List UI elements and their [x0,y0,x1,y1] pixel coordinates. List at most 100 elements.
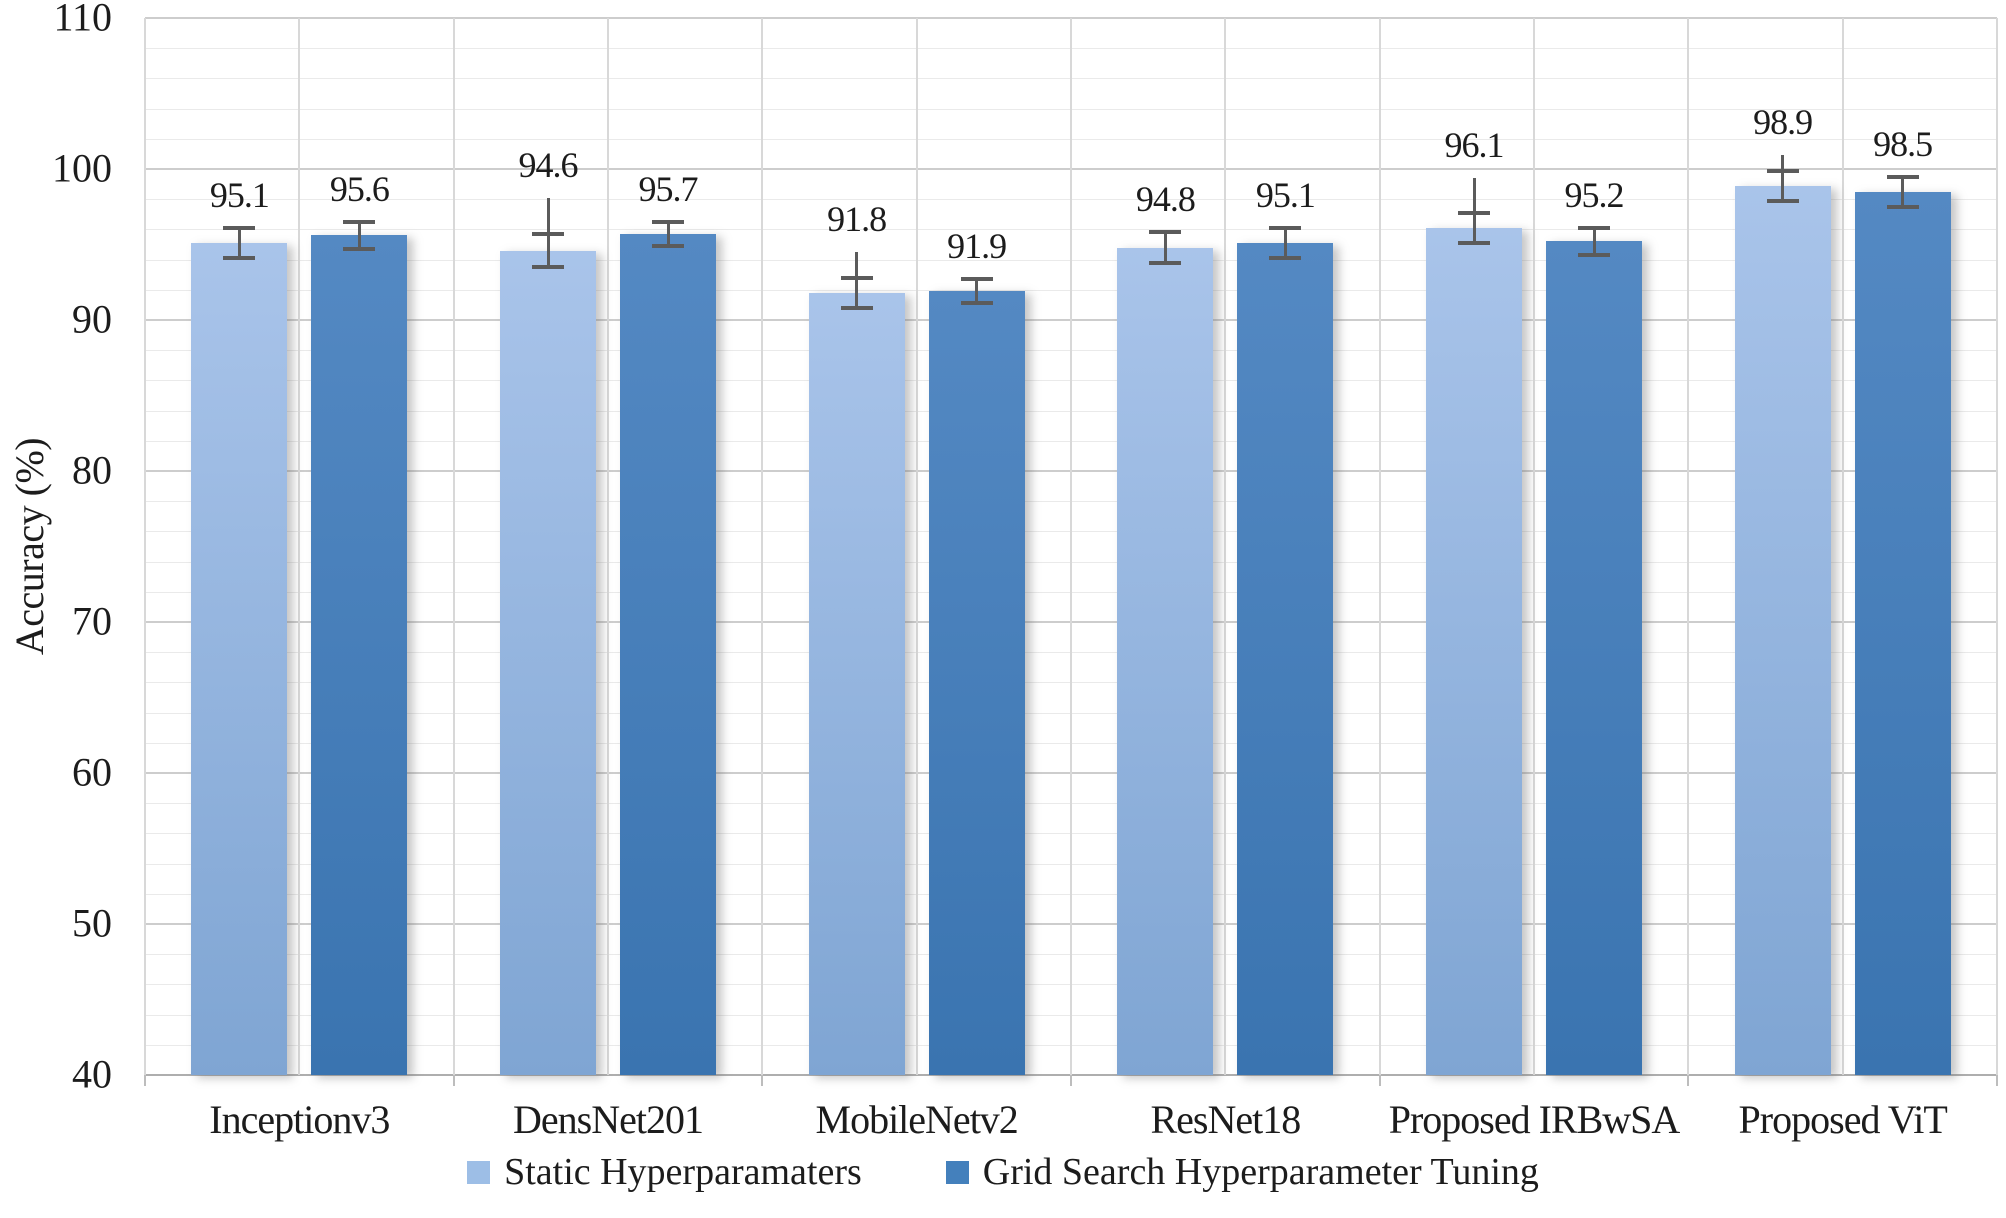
y-tick-label: 90 [72,296,112,342]
data-label: 98.5 [1873,123,1933,164]
data-label: 95.2 [1564,174,1625,215]
y-tick-label: 100 [52,145,112,191]
error-bar [855,252,859,308]
legend-label: Static Hyperparamaters [504,1151,862,1193]
bar-grid-5 [1854,191,1951,1075]
error-bar-cap [532,231,564,236]
category-midline [298,18,301,1075]
data-label: 91.9 [947,226,1007,267]
error-bar-cap [1269,256,1302,261]
error-bar [666,221,670,246]
bar-static-4 [1426,227,1522,1075]
y-tick-label: 70 [72,598,112,644]
error-bar [1781,155,1785,201]
bar-grid-3 [1237,242,1334,1075]
x-axis-tick [144,1075,146,1086]
error-bar-cap [1578,253,1610,258]
error-bar-cap [223,225,256,230]
data-label: 94.8 [1135,179,1196,220]
category-separator [1996,18,1998,1075]
x-axis-tick [452,1075,455,1086]
category-midline [1224,18,1227,1075]
error-bar-cap [960,301,993,306]
category-midline [915,18,918,1075]
error-bar [357,221,361,250]
x-category-label: Inceptionv3 [209,1097,390,1142]
error-bar [237,227,241,259]
error-bar-cap [1269,225,1302,230]
bar-static-2 [808,292,905,1075]
data-label: 95.7 [638,168,699,209]
bar-static-0 [191,242,288,1075]
error-bar [1283,227,1287,259]
error-bar-cap [840,305,873,310]
chart-legend: Static Hyperparamaters Grid Search Hyperp… [0,1150,2006,1194]
legend-label: Grid Search Hyperparameter Tuning [982,1151,1539,1193]
category-midline [607,18,609,1075]
bar-static-5 [1734,185,1831,1075]
error-bar-cap [1149,260,1182,265]
error-bar-cap [343,247,376,252]
error-bar-cap [1766,198,1799,203]
bar-grid-4 [1546,241,1642,1075]
error-bar-cap [1766,168,1799,173]
data-label: 98.9 [1753,102,1813,143]
category-separator [452,18,455,1075]
category-separator [1070,18,1072,1075]
bar-grid-2 [928,291,1025,1075]
error-bar-cap [1886,204,1919,209]
x-axis-tick [1687,1075,1690,1086]
error-bar [1163,232,1167,263]
error-bar-cap [652,219,684,224]
error-bar [1592,227,1596,256]
x-category-label: Proposed IRBwSA [1388,1097,1681,1142]
legend-swatch [467,1160,491,1184]
category-separator [761,18,764,1075]
x-axis-tick [761,1075,764,1086]
bar-static-1 [500,250,596,1075]
x-category-label: ResNet18 [1150,1097,1301,1142]
x-axis-tick [1378,1075,1381,1086]
data-label: 95.1 [1255,174,1316,215]
error-bar-cap [1149,230,1182,235]
category-separator [1378,18,1381,1075]
data-label: 95.1 [209,174,270,215]
error-bar [1901,176,1905,207]
category-separator [144,18,146,1075]
y-tick-label: 80 [72,447,112,493]
y-tick-label: 110 [53,0,112,40]
y-tick-label: 40 [72,1051,112,1097]
category-separator [1687,18,1690,1075]
data-label: 95.6 [329,168,390,209]
error-bar [1472,178,1476,243]
error-bar-cap [343,219,376,224]
error-bar-cap [960,277,993,282]
y-tick-label: 50 [72,900,112,946]
data-label: 94.6 [518,144,579,185]
category-midline [1841,18,1844,1075]
x-category-label: DensNet201 [513,1097,704,1142]
x-category-label: Proposed ViT [1738,1097,1948,1142]
legend-item: Static Hyperparamaters [467,1150,862,1194]
error-bar-cap [1458,240,1490,245]
data-label: 91.8 [827,199,887,240]
bar-static-3 [1117,247,1214,1075]
legend-swatch [945,1160,969,1184]
x-axis-tick [1070,1075,1072,1086]
error-bar-cap [840,275,873,280]
error-bar-cap [1578,225,1610,230]
x-axis-tick [1996,1075,1998,1086]
error-bar-cap [223,256,256,261]
y-tick-label: 60 [72,749,112,795]
bar-grid-1 [620,233,716,1075]
plot-area: 95.1 94.6 91.8 94.8 96.1 98.9 95.6 95.7 91.9 95.1… [144,17,1998,1086]
legend-item: Grid Search Hyperparameter Tuning [945,1150,1539,1194]
bar-grid-0 [311,235,408,1075]
error-bar [975,279,979,304]
x-category-label: MobileNetv2 [815,1097,1019,1142]
error-bar-cap [532,265,564,270]
data-label: 96.1 [1444,125,1505,166]
category-midline [1533,18,1535,1075]
error-bar-cap [652,244,684,248]
